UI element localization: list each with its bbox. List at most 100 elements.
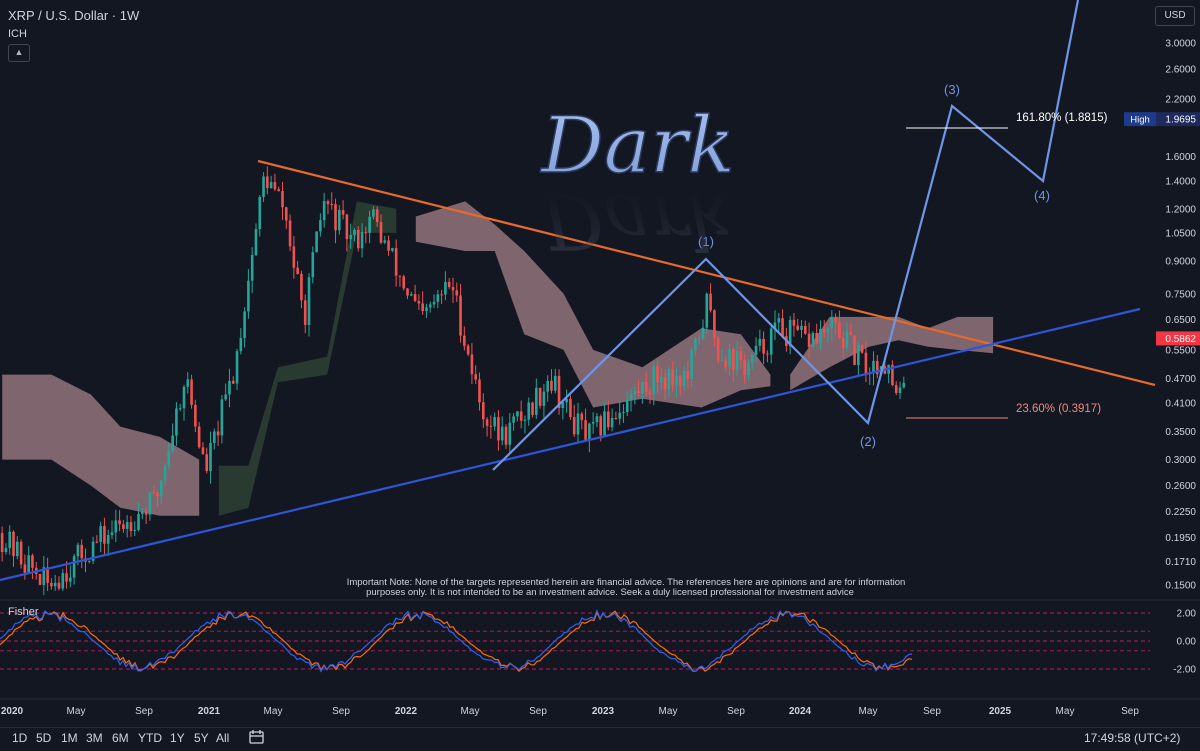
time-tick: Sep bbox=[332, 706, 350, 717]
price-tick: 0.3000 bbox=[1165, 455, 1196, 466]
time-tick: May bbox=[67, 706, 86, 717]
grid bbox=[0, 599, 1200, 700]
fib-label: 23.60% (0.3917) bbox=[1016, 403, 1101, 415]
candle-body bbox=[258, 196, 262, 230]
time-tick: 2023 bbox=[592, 706, 615, 717]
candle-body bbox=[584, 420, 587, 440]
candle-body bbox=[50, 582, 53, 587]
price-tick: 0.6500 bbox=[1165, 315, 1196, 326]
timeframe-6m[interactable]: 6M bbox=[112, 731, 129, 745]
timeframe-1m[interactable]: 1M bbox=[61, 731, 78, 745]
candle-body bbox=[345, 214, 349, 240]
support-trendline bbox=[0, 307, 1141, 582]
candle-body bbox=[129, 522, 133, 531]
candle-body bbox=[163, 466, 167, 481]
candle-body bbox=[87, 560, 91, 562]
timeframe-ytd[interactable]: YTD bbox=[138, 731, 162, 745]
candle-body bbox=[576, 413, 580, 435]
price-tick: 0.1500 bbox=[1165, 581, 1196, 592]
candle-body bbox=[663, 377, 667, 390]
fisher-pane bbox=[0, 609, 1150, 673]
time-tick: 2021 bbox=[198, 706, 221, 717]
candle-body bbox=[311, 252, 315, 278]
candle-body bbox=[125, 522, 129, 529]
bottom-toolbar bbox=[0, 727, 1200, 751]
clock[interactable]: 17:49:58 (UTC+2) bbox=[1084, 731, 1181, 745]
price-tick: 0.3500 bbox=[1165, 427, 1196, 438]
candle-body bbox=[72, 556, 76, 578]
candle-body bbox=[398, 275, 402, 277]
candle-body bbox=[720, 360, 724, 362]
candle-body bbox=[811, 332, 815, 347]
candle-body bbox=[622, 412, 625, 414]
timeframe-all[interactable]: All bbox=[216, 731, 230, 745]
indicator-label[interactable]: ICH bbox=[8, 28, 27, 40]
time-tick: May bbox=[659, 706, 678, 717]
candle-body bbox=[349, 234, 352, 240]
candle-body bbox=[269, 182, 273, 189]
note-line-2: purposes only. It is not intended to be … bbox=[366, 587, 854, 598]
chevron-up-icon[interactable]: ▲ bbox=[8, 44, 30, 62]
candle-body bbox=[209, 442, 212, 472]
cloud-bear bbox=[2, 374, 200, 516]
candle-body bbox=[542, 391, 546, 406]
candle-body bbox=[432, 301, 436, 305]
candle-body bbox=[266, 176, 269, 189]
candle-body bbox=[732, 349, 735, 371]
candle-body bbox=[478, 379, 481, 403]
time-tick: Sep bbox=[727, 706, 745, 717]
candle-body bbox=[224, 394, 227, 400]
candle-body bbox=[565, 398, 568, 403]
candle-body bbox=[822, 329, 826, 333]
candle-body bbox=[182, 386, 186, 409]
timeframe-1y[interactable]: 1Y bbox=[170, 731, 185, 745]
fisher-label[interactable]: Fisher bbox=[8, 606, 39, 618]
price-tick: 2.2000 bbox=[1165, 95, 1196, 106]
candle-body bbox=[860, 344, 864, 353]
candle-body bbox=[144, 511, 148, 515]
timeframe-5d[interactable]: 5D bbox=[36, 731, 52, 745]
candle-body bbox=[319, 220, 322, 232]
candle-body bbox=[186, 379, 190, 387]
candle-body bbox=[538, 387, 542, 406]
candle-body bbox=[463, 335, 466, 346]
candle-body bbox=[705, 293, 709, 328]
candle-body bbox=[296, 267, 299, 274]
candle-body bbox=[762, 338, 765, 354]
candle-body bbox=[898, 387, 902, 394]
price-tick: 0.4100 bbox=[1165, 399, 1196, 410]
timeframe-1d[interactable]: 1D bbox=[12, 731, 28, 745]
cloud-bear bbox=[790, 316, 994, 391]
timeframe-3m[interactable]: 3M bbox=[86, 731, 103, 745]
candle-body bbox=[735, 351, 739, 371]
candle-body bbox=[459, 295, 462, 336]
elliott-waves: (1) (2) (3) (4) bbox=[492, 0, 1080, 471]
price-tick: 0.2250 bbox=[1165, 507, 1196, 518]
timeframe-5y[interactable]: 5Y bbox=[194, 731, 209, 745]
candle-body bbox=[697, 338, 701, 340]
candle-body bbox=[444, 281, 447, 295]
fisher-trigger-line bbox=[0, 610, 913, 672]
currency-button[interactable]: USD bbox=[1155, 6, 1195, 26]
price-axis: 3.0000 2.6000 2.2000 1.6000 1.4000 1.2000 1.05… bbox=[1124, 39, 1200, 676]
candle-body bbox=[788, 319, 792, 346]
candle-body bbox=[641, 381, 644, 394]
calendar-icon[interactable] bbox=[248, 729, 266, 745]
symbol-title[interactable]: XRP / U.S. Dollar · 1W bbox=[8, 8, 140, 23]
candle-body bbox=[750, 354, 754, 363]
candle-body bbox=[500, 426, 504, 441]
candle-body bbox=[148, 492, 152, 515]
candle-body bbox=[580, 413, 584, 421]
wave-label: (1) bbox=[698, 234, 714, 249]
candle-body bbox=[80, 544, 84, 559]
candle-body bbox=[701, 327, 705, 339]
candle-body bbox=[4, 547, 8, 553]
candle-body bbox=[156, 492, 159, 497]
time-tick: May bbox=[264, 706, 283, 717]
candle-body bbox=[190, 379, 193, 405]
candle-body bbox=[678, 376, 682, 387]
candle-body bbox=[557, 375, 561, 409]
candle-body bbox=[394, 248, 398, 276]
